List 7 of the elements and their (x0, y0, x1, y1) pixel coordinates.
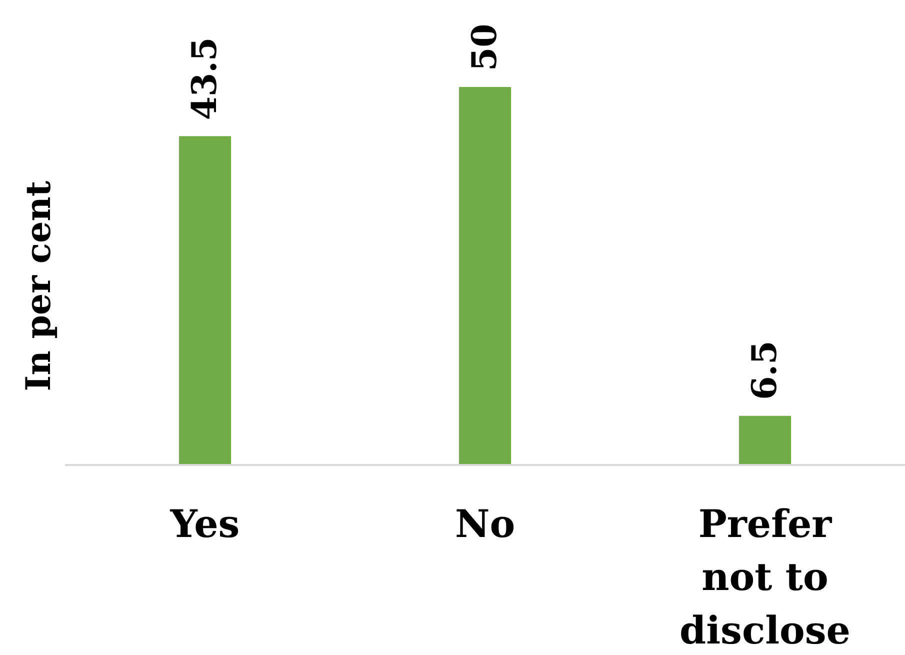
x-tick-label: No (454, 501, 516, 546)
x-tick-label: Prefer not to disclose (680, 501, 850, 652)
y-axis-title: In per cent (19, 180, 59, 392)
data-label: 43.5 (185, 37, 225, 120)
x-tick-label: Yes (169, 501, 240, 546)
data-label: 50 (465, 24, 505, 71)
data-label: 6.5 (745, 340, 785, 400)
